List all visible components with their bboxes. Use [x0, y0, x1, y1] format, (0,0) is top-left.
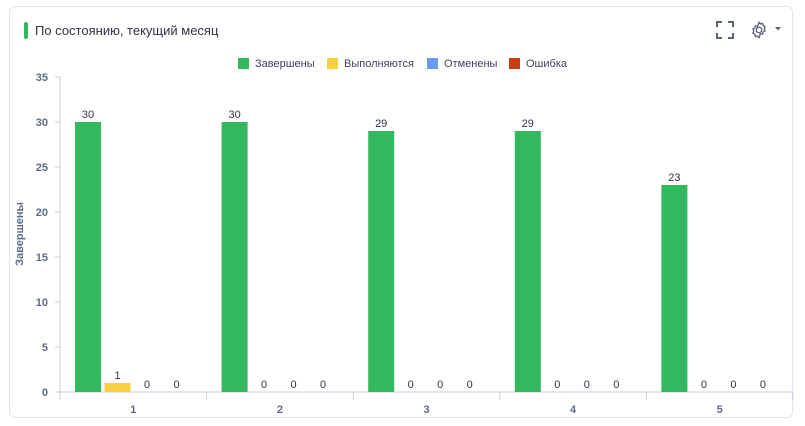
caret-down-icon[interactable]: [773, 25, 783, 33]
title-accent-bar: [24, 22, 28, 39]
gear-icon[interactable]: [749, 20, 769, 40]
chart-title: По состоянию, текущий месяц: [35, 23, 219, 38]
chart-card: [9, 6, 793, 418]
expand-icon[interactable]: [716, 21, 734, 39]
